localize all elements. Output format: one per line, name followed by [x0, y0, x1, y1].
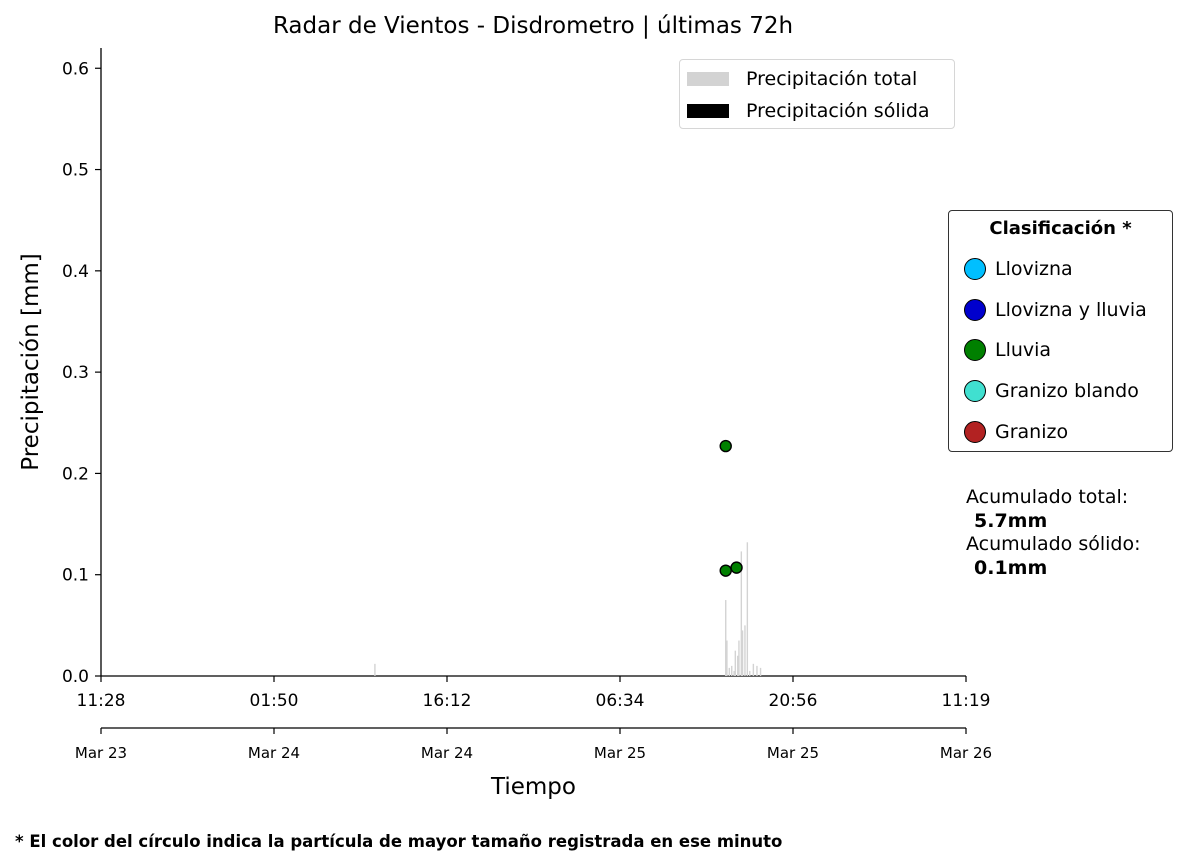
precipitation-bar	[733, 670, 735, 676]
precipitation-bar	[752, 663, 755, 676]
class-label-granizo: Granizo	[995, 421, 1069, 443]
x-date-label: Mar 25	[594, 744, 646, 762]
y-tick-label: 0.0	[62, 667, 89, 687]
class-label-llovizna: Llovizna	[995, 258, 1073, 280]
accumulated-solid-value: 0.1mm	[974, 556, 1048, 579]
legend-entry-total: Precipitación total	[687, 68, 917, 90]
classification-title: Clasificación *	[989, 218, 1132, 239]
footnote: * El color del círculo indica la partícu…	[15, 832, 783, 851]
precipitation-bar	[749, 670, 751, 676]
precipitation-bar	[734, 650, 737, 676]
chart-title: Radar de Vientos - Disdrometro | últimas…	[272, 13, 794, 39]
precipitation-bar	[725, 600, 727, 676]
x-tick-label: 20:56	[769, 691, 818, 711]
precipitation-bar	[374, 663, 376, 676]
chart-axes	[100, 48, 966, 729]
accumulated-solid-label: Acumulado sólido:	[966, 533, 1141, 555]
class-item-granizo-blando: Granizo blando	[964, 380, 1139, 402]
class-label-lluvia: Lluvia	[995, 339, 1052, 361]
legend-label-total: Precipitación total	[746, 68, 918, 90]
llovizna-lluvia-dot-icon	[964, 299, 986, 321]
precipitation-bar	[738, 640, 740, 676]
x-axis-label: Tiempo	[490, 774, 576, 800]
x-tick-label: 01:50	[250, 691, 299, 711]
y-tick-label: 0.1	[62, 566, 89, 586]
classification-legend: Clasificación * Llovizna Llovizna y lluv…	[948, 210, 1173, 452]
precipitation-bar	[746, 542, 749, 676]
legend-swatch-solid	[687, 104, 729, 118]
granizo-blando-dot-icon	[964, 380, 986, 402]
precipitation-bar	[737, 655, 739, 676]
accumulated-total-label: Acumulado total:	[966, 486, 1129, 508]
class-item-llovizna-lluvia: Llovizna y lluvia	[964, 299, 1147, 321]
class-item-granizo: Granizo	[964, 421, 1068, 443]
accumulated-total-value: 5.7mm	[974, 509, 1048, 532]
y-axis-label: Precipitación [mm]	[18, 253, 44, 470]
y-tick-label: 0.5	[62, 161, 89, 181]
accumulated-summary: Acumulado total: 5.7mm Acumulado sólido:…	[966, 486, 1141, 580]
y-tick-label: 0.6	[62, 59, 89, 79]
llovizna-dot-icon	[964, 258, 986, 280]
class-item-lluvia: Lluvia	[964, 339, 1051, 361]
x-tick-label: 11:19	[942, 691, 991, 711]
ticks-group: 0.0 0.1 0.2 0.3 0.4 0.5 0.6 11:28 Mar 23 01:50 Mar…	[18, 59, 992, 800]
precipitation-bar	[726, 640, 728, 676]
x-tick-label: 16:12	[423, 691, 472, 711]
class-label-llovizna-lluvia: Llovizna y lluvia	[995, 299, 1147, 321]
granizo-dot-icon	[964, 421, 986, 443]
x-date-label: Mar 24	[248, 744, 300, 762]
classification-point	[730, 561, 743, 574]
legend-entry-solid: Precipitación sólida	[687, 100, 930, 122]
lluvia-dot-icon	[964, 339, 986, 361]
x-date-label: Mar 25	[767, 744, 819, 762]
class-label-granizo-blando: Granizo blando	[995, 380, 1139, 402]
x-date-label: Mar 24	[421, 744, 473, 762]
x-date-label: Mar 23	[75, 744, 127, 762]
precipitation-bar	[759, 667, 762, 676]
y-tick-label: 0.3	[62, 363, 89, 383]
y-tick-label: 0.2	[62, 464, 89, 484]
precipitation-bar	[740, 551, 743, 676]
classification-point	[719, 439, 732, 453]
bars-group	[374, 542, 762, 676]
x-date-label: Mar 26	[940, 744, 992, 762]
x-tick-label: 11:28	[77, 691, 126, 711]
precipitation-bar	[744, 625, 746, 676]
series-legend: Precipitación total Precipitación sólida	[679, 59, 955, 129]
precipitation-bar	[741, 630, 744, 676]
class-item-llovizna: Llovizna	[964, 258, 1073, 280]
legend-swatch-total	[687, 72, 729, 86]
precipitation-bar	[728, 667, 731, 676]
points-group	[719, 439, 743, 577]
y-tick-label: 0.4	[62, 262, 89, 282]
precipitation-bar	[756, 665, 758, 676]
classification-point	[719, 564, 732, 577]
x-tick-label: 06:34	[596, 691, 645, 711]
legend-label-solid: Precipitación sólida	[746, 100, 930, 122]
precipitation-bar	[731, 665, 733, 676]
